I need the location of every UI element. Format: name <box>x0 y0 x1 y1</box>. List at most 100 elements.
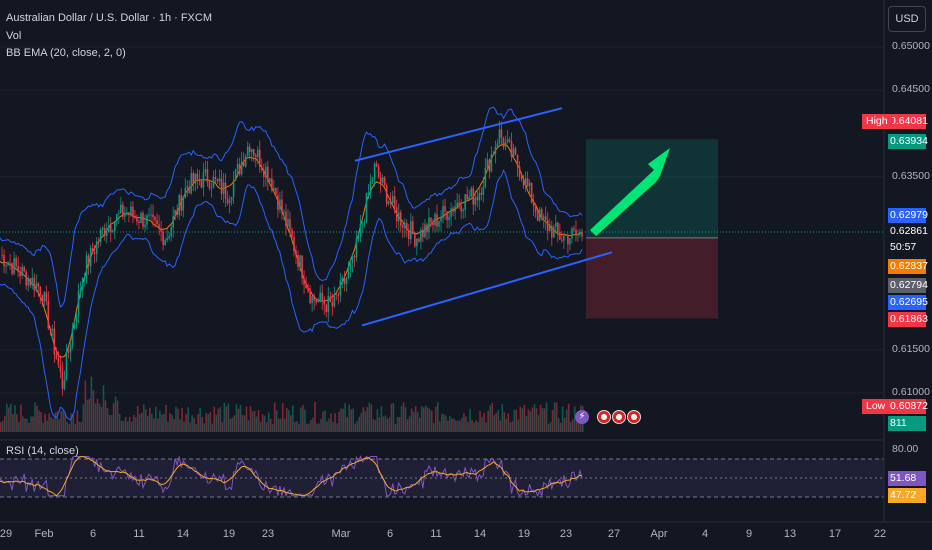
volume-bar <box>30 416 32 432</box>
candle-body <box>51 328 54 331</box>
volume-bar <box>354 423 357 432</box>
candle-body <box>510 141 513 158</box>
candle-body <box>530 183 533 203</box>
volume-bar <box>12 414 14 432</box>
bollinger-legend[interactable]: BB EMA (20, close, 2, 0) <box>6 47 126 59</box>
volume-bar <box>489 405 491 432</box>
candle-body <box>373 163 376 178</box>
rsi-legend[interactable]: RSI (14, close) <box>6 445 79 457</box>
volume-bar <box>384 415 387 432</box>
candle-body <box>49 328 52 331</box>
candle-body <box>379 177 382 183</box>
volume-bar <box>388 417 391 432</box>
volume-bar <box>364 411 367 432</box>
candle-body <box>412 221 414 234</box>
candle-body <box>333 294 336 307</box>
us-flag-icon[interactable] <box>627 410 641 424</box>
candle-body <box>11 262 13 274</box>
volume-bar <box>304 409 306 432</box>
volume-bar <box>557 418 560 432</box>
volume-bar <box>50 417 52 432</box>
candle-body <box>365 192 368 222</box>
candle-body <box>450 208 452 217</box>
candle-body <box>548 225 551 231</box>
volume-bar <box>100 406 103 432</box>
volume-bar <box>350 409 353 432</box>
volume-bar <box>453 418 455 432</box>
candle-body <box>254 155 257 158</box>
price-tick-label: 0.64500 <box>892 83 930 96</box>
volume-bar <box>0 422 2 432</box>
volume-bar <box>525 416 528 432</box>
rsi-ma-line <box>0 456 583 497</box>
volume-bar <box>241 414 244 432</box>
candle-body <box>216 178 219 182</box>
volume-bar <box>455 420 457 432</box>
price-badge: 0.62695 <box>888 295 928 310</box>
price-badge: 0.62794 <box>888 278 928 293</box>
candle-body <box>480 192 483 195</box>
candle-body <box>250 149 253 153</box>
volume-bar <box>287 410 290 432</box>
candle-body <box>446 211 448 221</box>
candle-body <box>428 217 430 233</box>
volume-bar <box>312 417 314 432</box>
symbol-title[interactable]: Australian Dollar / U.S. Dollar · 1h · F… <box>6 12 212 24</box>
candle-body <box>438 221 440 227</box>
candle-body <box>462 209 464 212</box>
currency-button[interactable]: USD <box>888 6 926 32</box>
volume-bar <box>414 406 417 432</box>
lightning-event-icon[interactable]: ⚡ <box>575 410 589 424</box>
volume-bar <box>424 405 427 432</box>
volume-bar <box>269 418 272 432</box>
price-badge: 50:57 <box>888 240 926 255</box>
volume-bar <box>159 410 161 432</box>
price-badge: 0.63934 <box>888 134 928 149</box>
candle-body <box>544 216 547 220</box>
volume-bar <box>285 408 288 432</box>
candle-body <box>29 278 32 286</box>
channel-lower-line <box>361 251 613 327</box>
us-flag-icon[interactable] <box>612 410 626 424</box>
volume-bar <box>527 409 530 432</box>
volume-bar <box>308 423 310 432</box>
volume-bar <box>211 423 214 432</box>
candle-body <box>168 236 170 239</box>
volume-bar <box>251 411 254 432</box>
volume-bar <box>567 403 570 432</box>
candle-body <box>321 292 324 302</box>
volume-bar <box>404 407 407 432</box>
volume-bar <box>322 411 324 432</box>
candle-body <box>113 221 116 232</box>
volume-bar <box>382 416 385 432</box>
us-flag-icon[interactable] <box>597 410 611 424</box>
candle-body <box>256 149 259 158</box>
volume-bar <box>390 403 393 432</box>
candle-body <box>516 154 519 167</box>
volume-bar <box>36 406 38 432</box>
volume-bar <box>515 409 518 432</box>
candle-body <box>391 196 394 204</box>
volume-bar <box>28 422 30 432</box>
volume-bar <box>374 420 377 432</box>
candle-body <box>277 195 279 210</box>
volume-legend[interactable]: Vol <box>6 30 22 42</box>
candle-body <box>248 146 251 153</box>
volume-bar <box>144 409 147 432</box>
volume-bar <box>48 413 50 432</box>
candle-body <box>496 143 499 147</box>
volume-bar <box>533 404 536 432</box>
volume-bar <box>207 414 210 432</box>
candle-body <box>472 188 475 205</box>
volume-bar <box>130 421 133 432</box>
candle-body <box>416 238 418 247</box>
candle-body <box>27 278 29 286</box>
candle-body <box>118 213 120 215</box>
volume-bar <box>543 408 546 432</box>
volume-bar <box>380 406 383 432</box>
time-axis-label: 23 <box>559 528 573 540</box>
volume-bar <box>549 421 552 432</box>
volume-bar <box>539 404 542 432</box>
candle-body <box>563 235 565 241</box>
